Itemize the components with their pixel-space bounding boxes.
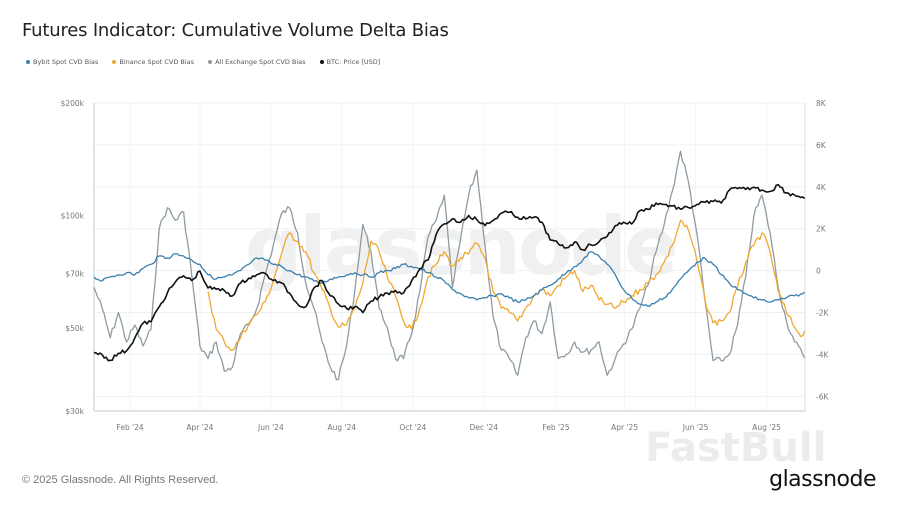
x-tick-label: Jun '24 <box>257 423 284 432</box>
btc-price-line <box>93 183 806 362</box>
legend-item-bybit[interactable]: Bybit Spot CVD Bias <box>26 58 98 66</box>
legend-dot-bybit <box>26 60 30 64</box>
legend-item-binance[interactable]: Binance Spot CVD Bias <box>112 58 194 66</box>
legend-label-binance: Binance Spot CVD Bias <box>119 58 195 66</box>
x-tick-label: Jun '25 <box>682 423 709 432</box>
x-tick-label: Oct '24 <box>399 423 426 432</box>
x-tick-label: Feb '24 <box>116 423 143 432</box>
x-tick-label: Apr '25 <box>611 423 638 432</box>
right-tick-label: 2K <box>816 225 827 234</box>
bybit-cvd-line <box>93 251 806 307</box>
right-tick-label: -4K <box>816 350 829 359</box>
left-tick-label: $100k <box>61 212 85 221</box>
legend-label-bybit: Bybit Spot CVD Bias <box>33 58 99 66</box>
copyright-text: © 2025 Glassnode. All Rights Reserved. <box>22 474 219 486</box>
legend-label-all-exchange: All Exchange Spot CVD Bias <box>215 58 306 66</box>
binance-cvd-line <box>207 219 806 351</box>
right-tick-label: 8K <box>816 99 827 108</box>
chart-legend: Bybit Spot CVD Bias Binance Spot CVD Bia… <box>26 58 380 66</box>
legend-dot-all-exchange <box>208 60 213 64</box>
right-tick-label: 6K <box>816 141 827 150</box>
glassnode-logo: glassnode <box>769 467 876 492</box>
axes <box>93 103 806 412</box>
legend-item-all-exchange[interactable]: All Exchange Spot CVD Bias <box>208 58 306 66</box>
right-tick-label: -2K <box>816 309 829 318</box>
right-tick-label: -6K <box>816 392 829 401</box>
left-tick-label: $200k <box>61 99 85 108</box>
legend-dot-btc-price <box>319 60 324 64</box>
legend-dot-binance <box>112 60 117 64</box>
series-lines <box>93 150 806 381</box>
x-tick-label: Aug '25 <box>752 423 781 432</box>
x-tick-label: Dec '24 <box>470 423 499 432</box>
right-tick-label: 4K <box>816 183 827 192</box>
all-exchange-cvd-line <box>93 150 806 381</box>
right-tick-label: 0 <box>816 267 821 276</box>
legend-item-btc-price[interactable]: BTC: Price [USD] <box>319 58 381 66</box>
tick-labels: 8K 6K 4K 2K 0 -2K -4K -6K Feb '24 Apr '24 Jun '24 A… <box>61 99 830 432</box>
left-tick-label: $70k <box>65 269 84 278</box>
x-tick-label: Aug '24 <box>328 423 357 432</box>
legend-label-btc-price: BTC: Price [USD] <box>326 58 381 66</box>
left-tick-label: $30k <box>65 407 84 416</box>
chart-title: Futures Indicator: Cumulative Volume Del… <box>22 20 449 41</box>
x-tick-label: Feb '25 <box>542 423 569 432</box>
left-tick-label: $50k <box>65 324 84 333</box>
x-tick-label: Apr '24 <box>186 423 213 432</box>
